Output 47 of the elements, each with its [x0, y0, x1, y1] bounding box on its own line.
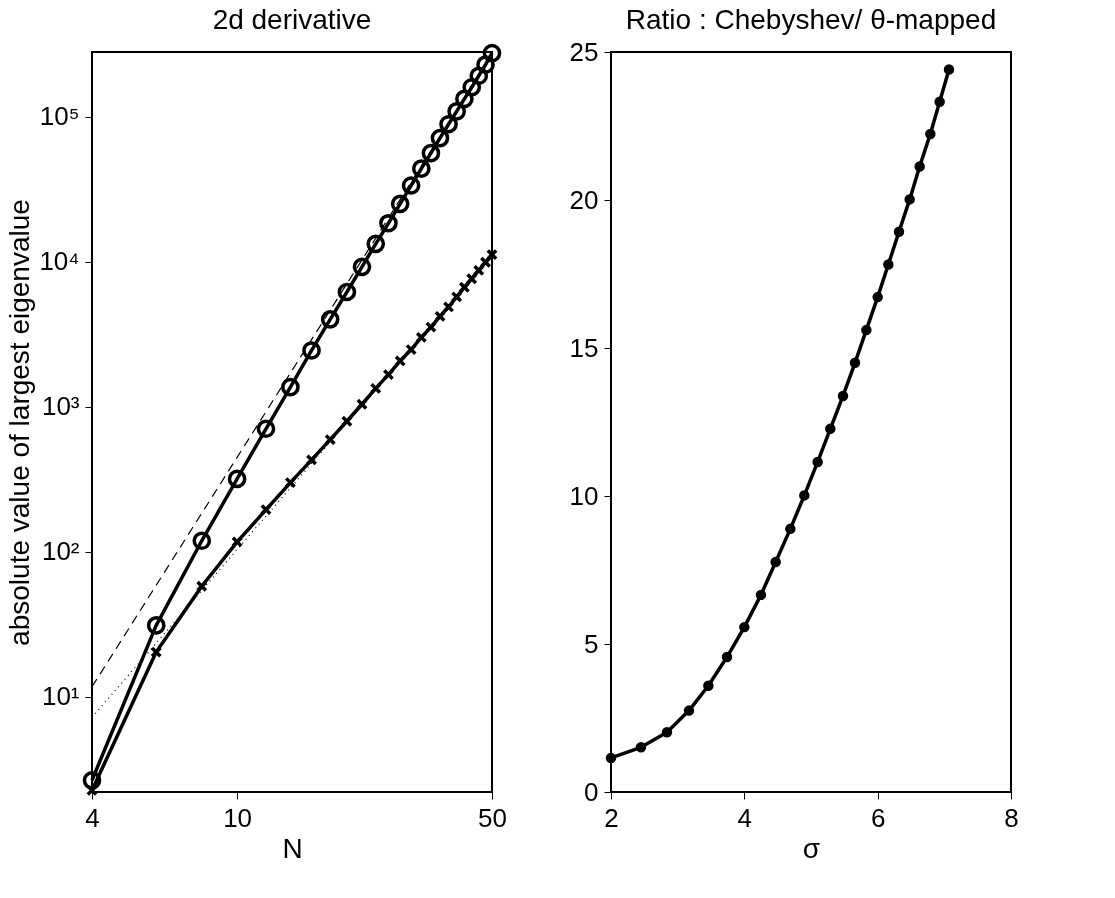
- y-tick-label: 25: [569, 36, 599, 67]
- point: [703, 680, 714, 691]
- y-axis-title: absolute value of largest eigenvalue: [4, 199, 36, 646]
- point: [825, 423, 836, 435]
- y-tick-label: 10¹: [41, 681, 80, 712]
- y-tick-label: 10: [569, 480, 599, 511]
- x-tick-label: 2: [604, 802, 619, 833]
- point: [914, 161, 925, 172]
- x-tick-label: 6: [870, 802, 886, 833]
- x-tick-label: 4: [737, 802, 753, 833]
- point: [943, 64, 955, 75]
- point: [739, 621, 750, 633]
- x-tick-label: 4: [85, 802, 100, 833]
- point: [721, 651, 733, 663]
- point: [872, 291, 883, 303]
- point: [904, 194, 915, 205]
- y-tick-label: 10³: [41, 391, 80, 422]
- point: [893, 226, 905, 237]
- point: [605, 752, 617, 764]
- y-tick-label: 0: [584, 776, 599, 807]
- y-tick-label: 10⁵: [39, 101, 80, 132]
- point: [925, 128, 936, 140]
- point: [785, 523, 796, 535]
- point: [837, 390, 849, 402]
- x-axis-title: σ: [802, 832, 821, 864]
- point: [934, 96, 945, 107]
- x-axis-title: N: [282, 832, 303, 864]
- point: [849, 357, 861, 369]
- point: [683, 705, 695, 716]
- y-tick-label: 10²: [41, 536, 80, 567]
- chart-title: 2d derivative: [212, 3, 372, 35]
- x-tick-label: 50: [478, 802, 507, 833]
- x-tick-label: 8: [1004, 802, 1019, 833]
- x-tick-label: 10: [223, 802, 253, 833]
- point: [861, 324, 872, 336]
- point: [799, 490, 810, 501]
- y-tick-label: 15: [569, 332, 599, 363]
- chart-title: Ratio : Chebyshev/ θ-mapped: [625, 4, 997, 35]
- y-tick-label: 20: [569, 184, 599, 215]
- point: [755, 589, 767, 601]
- point: [661, 726, 673, 738]
- point: [770, 556, 781, 568]
- point: [883, 259, 894, 270]
- y-tick-label: 5: [584, 628, 599, 659]
- y-tick-label: 10⁴: [39, 246, 80, 277]
- point: [635, 742, 647, 753]
- point: [812, 456, 823, 468]
